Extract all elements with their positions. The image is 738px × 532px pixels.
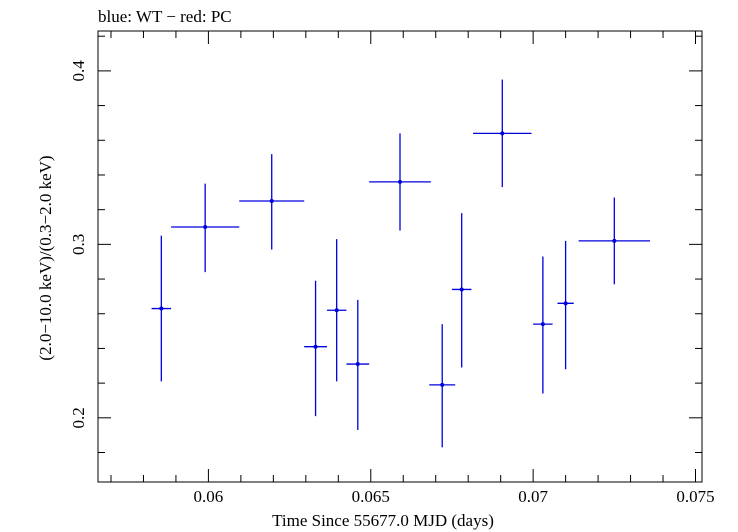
data-point xyxy=(346,299,370,430)
data-point xyxy=(451,213,472,368)
y-tick-label: 0.4 xyxy=(69,60,88,82)
data-marks xyxy=(151,79,651,448)
point-marker xyxy=(203,225,208,230)
data-point xyxy=(151,235,172,382)
y-axis-label: (2.0−10.0 keV)/(0.3−2.0 keV) xyxy=(36,155,55,360)
data-point xyxy=(533,256,553,394)
point-marker xyxy=(159,306,164,311)
x-tick-label: 0.065 xyxy=(352,487,390,506)
x-tick-label: 0.07 xyxy=(518,487,548,506)
x-tick-label: 0.06 xyxy=(194,487,224,506)
plot-frame xyxy=(97,30,703,483)
point-marker xyxy=(612,238,617,243)
x-axis-label: Time Since 55677.0 MJD (days) xyxy=(272,511,494,530)
point-marker xyxy=(459,287,464,292)
point-marker xyxy=(313,344,318,349)
data-point xyxy=(473,79,532,188)
point-marker xyxy=(334,308,339,313)
data-point xyxy=(239,154,305,250)
y-tick-label: 0.2 xyxy=(69,407,88,428)
point-marker xyxy=(500,131,505,136)
data-point xyxy=(369,133,431,231)
point-marker xyxy=(355,362,360,367)
data-point xyxy=(578,197,651,285)
point-marker xyxy=(269,198,274,203)
data-point xyxy=(557,240,574,370)
x-tick-label: 0.075 xyxy=(676,487,714,506)
chart-title: blue: WT − red: PC xyxy=(98,7,232,26)
data-point xyxy=(429,324,456,448)
point-marker xyxy=(540,322,545,327)
data-point xyxy=(326,239,347,382)
data-point xyxy=(304,280,327,417)
data-point xyxy=(171,183,240,273)
point-marker xyxy=(563,301,568,306)
axes: 0.06 0.065 0.07 0.075 0.2 0.3 0.4 xyxy=(69,31,715,506)
point-marker xyxy=(398,179,402,184)
point-marker xyxy=(440,382,445,387)
y-tick-label: 0.3 xyxy=(69,234,88,255)
